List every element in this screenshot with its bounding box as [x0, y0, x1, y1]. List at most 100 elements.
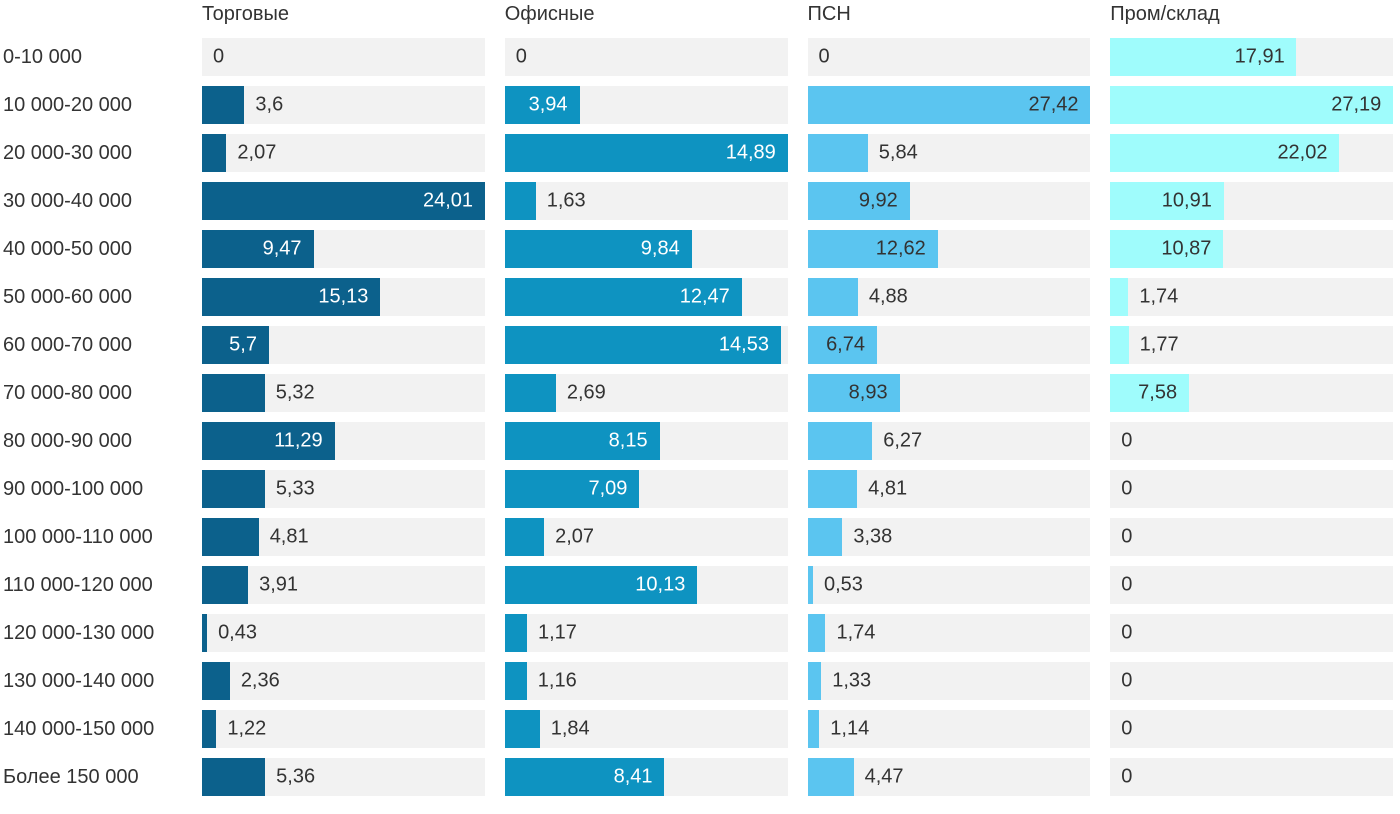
bar-value-label: 27,19	[1331, 93, 1382, 116]
bar-track: 7,09	[504, 470, 788, 508]
bar	[202, 710, 217, 748]
bar-track: 0	[1110, 662, 1393, 700]
bar-value-label: 22,02	[1277, 141, 1328, 164]
bar-track: 24,01	[202, 182, 485, 220]
bar-value-label: 1,22	[227, 717, 267, 740]
bar	[807, 662, 822, 700]
bar-value-label: 6,74	[826, 333, 865, 356]
bar	[807, 86, 1091, 124]
bar-value-label: 5,33	[275, 477, 315, 500]
bar-track: 1,16	[504, 662, 788, 700]
bar-track: 1,14	[807, 710, 1091, 748]
bar	[807, 422, 873, 460]
bar	[504, 758, 665, 796]
row-label: 30 000-40 000	[3, 189, 133, 212]
bar-value-label: 0	[1121, 429, 1133, 452]
bar-track: 4,47	[807, 758, 1091, 796]
bar-track: 8,15	[504, 422, 788, 460]
bar-track: 8,41	[504, 758, 788, 796]
column-header: Торговые	[202, 3, 290, 25]
bar	[202, 278, 381, 316]
bar-value-label: 0	[1121, 525, 1133, 548]
bar-track: 5,33	[202, 470, 485, 508]
bar-track: 2,36	[202, 662, 485, 700]
row-label: 10 000-20 000	[3, 93, 133, 116]
bar	[504, 230, 692, 268]
row-label: 110 000-120 000	[3, 573, 153, 596]
bar	[202, 86, 245, 124]
bar-value-label: 27,42	[1028, 93, 1079, 116]
bar-track: 0	[1110, 710, 1393, 748]
bar-value-label: 5,84	[878, 141, 918, 164]
bar	[807, 710, 820, 748]
bar-track: 1,84	[504, 710, 788, 748]
bar-value-label: 1,14	[830, 717, 870, 740]
bar-value-label: 14,53	[718, 333, 769, 356]
bar-value-label: 2,07	[555, 525, 595, 548]
bar-track: 7,58	[1110, 374, 1393, 412]
bar	[202, 374, 265, 412]
bar-track: 22,02	[1110, 134, 1393, 172]
bar-track: 15,13	[202, 278, 485, 316]
bar-track: 12,62	[807, 230, 1091, 268]
bar-track: 0	[1110, 566, 1393, 604]
bar-value-label: 2,36	[240, 669, 280, 692]
bar-value-label: 3,91	[259, 573, 299, 596]
bar-track: 17,91	[1110, 38, 1393, 76]
bar-track: 3,91	[202, 566, 485, 604]
bar	[504, 134, 788, 172]
bar	[807, 182, 910, 220]
bar	[807, 374, 900, 412]
bar-track: 3,94	[504, 86, 788, 124]
bar	[202, 566, 249, 604]
row-label: 90 000-100 000	[3, 477, 144, 500]
bar-track: 4,81	[807, 470, 1091, 508]
bar	[504, 662, 527, 700]
bar-value-label: 1,77	[1139, 333, 1179, 356]
bar-value-label: 9,84	[640, 237, 680, 260]
bar-value-label: 3,94	[528, 93, 568, 116]
bar	[504, 326, 781, 364]
bar	[807, 134, 868, 172]
bar-value-label: 1,16	[537, 669, 577, 692]
bar-track: 11,29	[202, 422, 485, 460]
bar-value-label: 2,07	[237, 141, 277, 164]
bar-value-label: 5,32	[275, 381, 315, 404]
bar	[807, 278, 858, 316]
bar-value-label: 12,47	[679, 285, 730, 308]
bar-track: 2,07	[504, 518, 788, 556]
bar-value-label: 3,6	[255, 93, 284, 116]
bar-track: 10,91	[1110, 182, 1393, 220]
bar-track: 2,69	[504, 374, 788, 412]
bar-value-label: 8,93	[848, 381, 888, 404]
bar	[1110, 182, 1224, 220]
row-label: 70 000-80 000	[3, 381, 133, 404]
bar-track: 5,7	[202, 326, 485, 364]
bar-value-label: 0,53	[823, 573, 863, 596]
bar	[202, 134, 227, 172]
bar-track: 5,36	[202, 758, 485, 796]
bar-track: 0	[1110, 518, 1393, 556]
bar-track: 3,6	[202, 86, 485, 124]
bar-track: 14,53	[504, 326, 788, 364]
row-label: 40 000-50 000	[3, 237, 133, 260]
corner-spacer	[3, 2, 182, 28]
bar	[807, 758, 854, 796]
bar-track: 5,84	[807, 134, 1091, 172]
row-label: 130 000-140 000	[3, 669, 155, 692]
bar-track: 1,74	[807, 614, 1091, 652]
bar	[202, 518, 259, 556]
bar-value-label: 1,33	[832, 669, 872, 692]
bar-track: 10,13	[504, 566, 788, 604]
bar-value-label: 9,47	[262, 237, 302, 260]
bar-value-label: 8,15	[608, 429, 648, 452]
bar	[202, 230, 314, 268]
bar-value-label: 0	[818, 45, 830, 68]
row-label: 20 000-30 000	[3, 141, 133, 164]
bar-value-label: 0	[515, 45, 527, 68]
row-label: 140 000-150 000	[3, 717, 155, 740]
row-label: 100 000-110 000	[3, 525, 153, 548]
bar-value-label: 4,81	[269, 525, 309, 548]
bar	[202, 422, 335, 460]
bar-value-label: 1,63	[546, 189, 586, 212]
